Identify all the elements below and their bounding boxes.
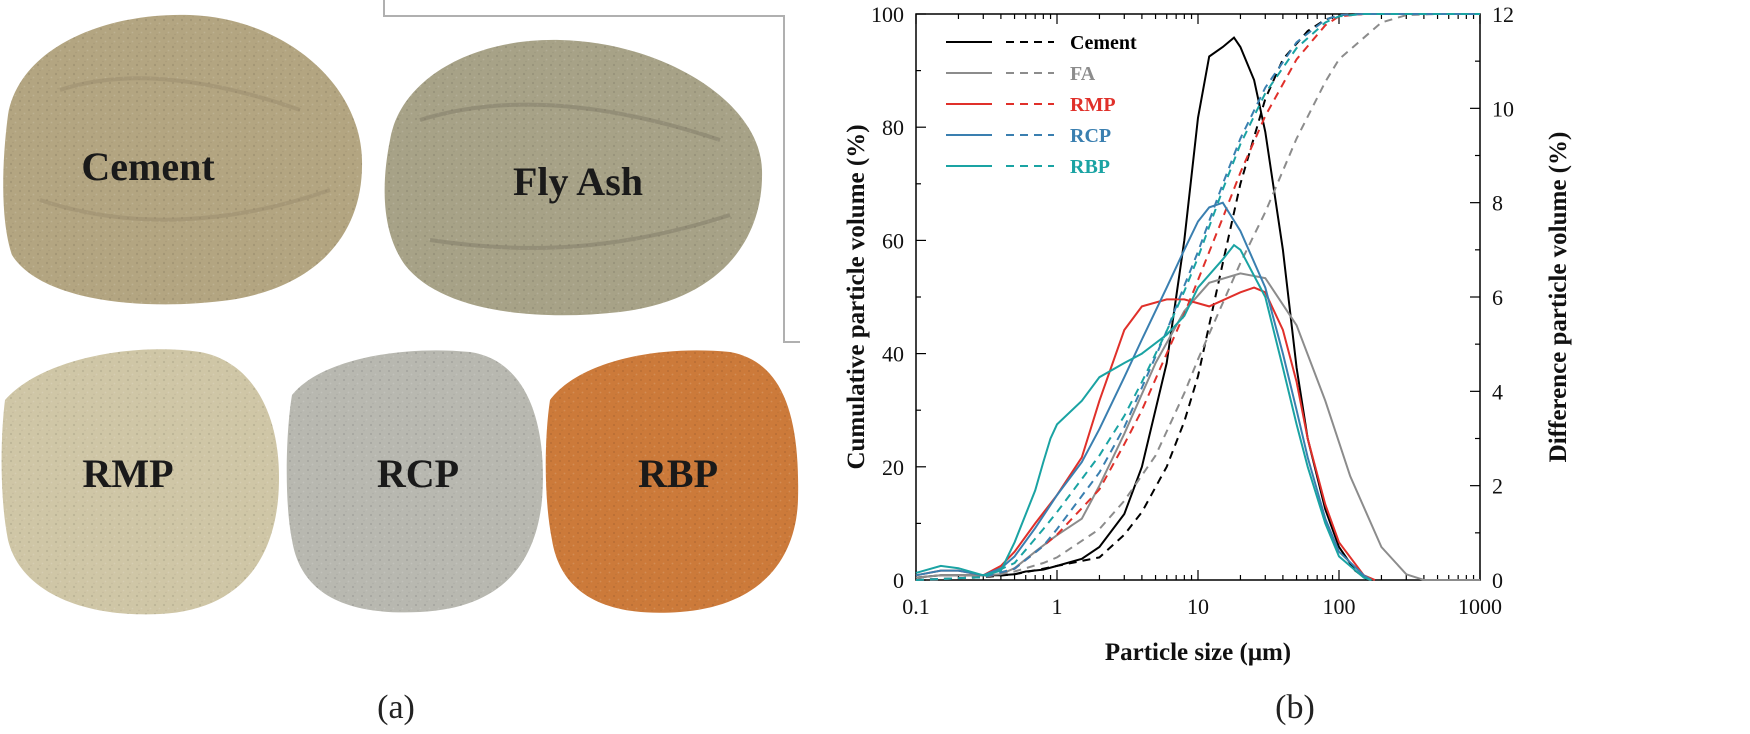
rcp-legend-label: RCP <box>1070 125 1111 147</box>
fa-legend-label: FA <box>1070 63 1096 85</box>
y-left-tick-label: 40 <box>882 342 904 367</box>
x-tick-label: 1 <box>1052 594 1063 619</box>
rmp-photo: RMP <box>1 349 280 615</box>
y-right-axis-title: Difference particle volume (%) <box>1545 132 1572 463</box>
rmp-legend-label: RMP <box>1070 94 1116 116</box>
rcp-photo-label: RCP <box>377 451 459 496</box>
fa-difference-line <box>915 272 1480 581</box>
x-tick-label: 100 <box>1323 594 1356 619</box>
cement-photo-label: Cement <box>81 144 215 189</box>
y-left-tick-label: 20 <box>882 455 904 480</box>
fly-ash-photo-label: Fly Ash <box>513 159 643 204</box>
rbp-photo: RBP <box>545 350 799 613</box>
y-left-tick-label: 60 <box>882 228 904 253</box>
y-right-tick-label: 0 <box>1492 568 1503 593</box>
rmp-difference-line <box>915 286 1376 581</box>
bracket-line <box>383 0 800 343</box>
cement-legend-label: Cement <box>1070 32 1137 54</box>
x-tick-label: 10 <box>1187 594 1209 619</box>
y-right-tick-label: 10 <box>1492 96 1514 121</box>
panel-a-label: (a) <box>377 689 415 726</box>
rbp-photo-label: RBP <box>638 451 718 496</box>
rcp-photo: RCP <box>286 350 543 613</box>
y-left-tick-label: 100 <box>871 2 904 27</box>
rbp-legend-label: RBP <box>1070 156 1110 178</box>
fa-cumulative-line <box>915 13 1480 581</box>
y-right-tick-label: 6 <box>1492 285 1503 310</box>
rmp-photo-label: RMP <box>82 451 173 496</box>
y-left-tick-label: 0 <box>893 568 904 593</box>
y-right-tick-label: 8 <box>1492 191 1503 216</box>
cement-difference-line <box>915 36 1369 581</box>
cement-photo: Cement <box>3 14 363 305</box>
y-left-tick-label: 80 <box>882 115 904 140</box>
x-axis-title: Particle size (μm) <box>1105 639 1291 666</box>
rbp-difference-line <box>915 243 1372 581</box>
fly-ash-photo: Fly Ash <box>384 39 763 316</box>
rbp-cumulative-line <box>915 13 1480 581</box>
y-right-tick-label: 2 <box>1492 474 1503 499</box>
y-right-tick-label: 4 <box>1492 379 1503 404</box>
particle-size-chart: 0.1 1 10 100 1000020406080100024681012Partic… <box>843 2 1572 726</box>
x-tick-label: 0.1 <box>902 594 930 619</box>
rcp-cumulative-line <box>915 13 1480 581</box>
y-right-tick-label: 12 <box>1492 2 1514 27</box>
x-tick-label: 1000 <box>1458 594 1502 619</box>
panel-b-label: (b) <box>1275 689 1315 726</box>
powder-photos-panel: Cement Fly Ash RMP RCP RBP (a) <box>1 0 800 726</box>
y-left-axis-title: Cumulative particle volume (%) <box>843 124 870 469</box>
